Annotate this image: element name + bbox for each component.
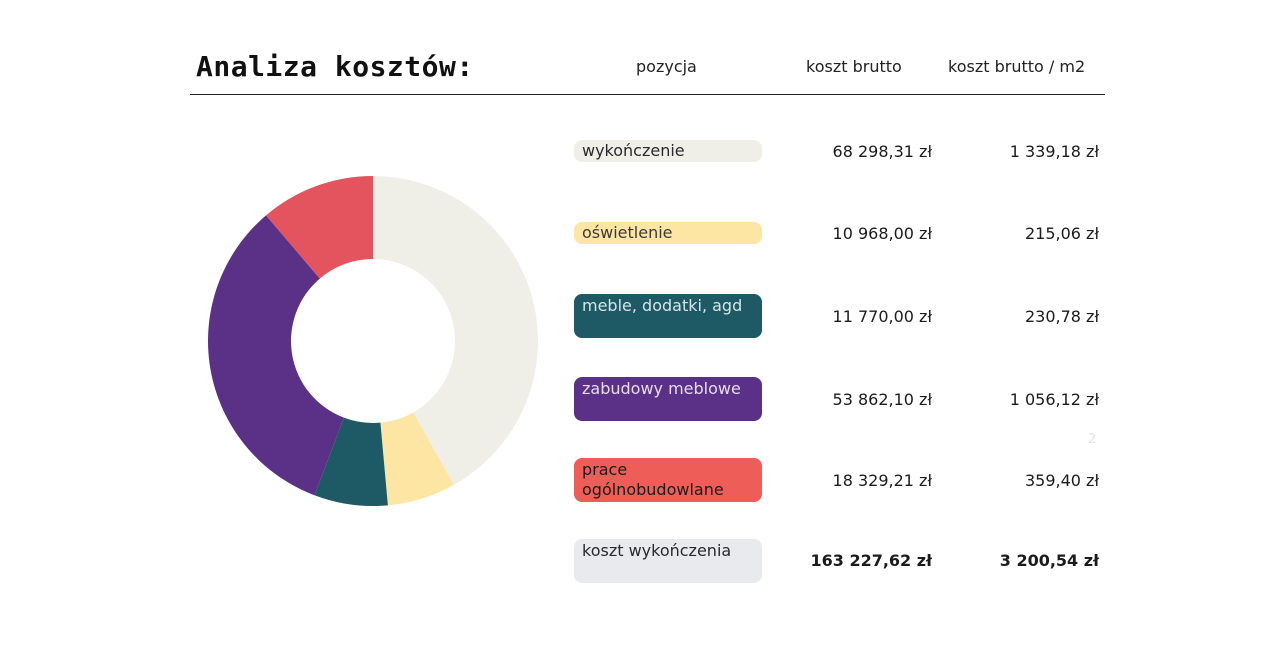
donut-slice-5 bbox=[266, 176, 373, 279]
gross-cost-value: 10 968,00 zł bbox=[832, 224, 932, 243]
gross-cost-value: 68 298,31 zł bbox=[832, 142, 932, 161]
total-gross-per-m2-value: 3 200,54 zł bbox=[999, 551, 1099, 570]
stray-mark: 2 bbox=[1088, 432, 1097, 447]
total-gross-value: 163 227,62 zł bbox=[810, 551, 932, 570]
category-label-prace: prace ogólnobudowlane bbox=[574, 458, 762, 502]
donut-slice-4 bbox=[207, 215, 344, 496]
donut-slice-3 bbox=[314, 417, 388, 506]
category-label-oswietlenie: oświetlenie bbox=[574, 222, 762, 244]
category-label-zabudowy: zabudowy meblowe bbox=[574, 377, 762, 421]
column-header-gross-per-m2: koszt brutto / m2 bbox=[948, 57, 1086, 76]
column-header-position: pozycja bbox=[636, 57, 697, 76]
donut-slice-2 bbox=[380, 412, 454, 506]
gross-cost-value: 11 770,00 zł bbox=[832, 307, 932, 326]
gross-cost-value: 18 329,21 zł bbox=[832, 471, 932, 490]
gross-cost-per-m2-value: 359,40 zł bbox=[1024, 471, 1099, 490]
page-title: Analiza kosztów: bbox=[196, 50, 474, 83]
donut-slice-1 bbox=[373, 176, 538, 485]
gross-cost-per-m2-value: 1 339,18 zł bbox=[1009, 142, 1099, 161]
category-label-wykonczenie: wykończenie bbox=[574, 140, 762, 162]
category-label-meble: meble, dodatki, agd bbox=[574, 294, 762, 338]
column-header-gross: koszt brutto bbox=[806, 57, 902, 76]
gross-cost-per-m2-value: 230,78 zł bbox=[1024, 307, 1099, 326]
gross-cost-per-m2-value: 215,06 zł bbox=[1024, 224, 1099, 243]
gross-cost-value: 53 862,10 zł bbox=[832, 390, 932, 409]
total-label: koszt wykończenia bbox=[574, 539, 762, 583]
header-divider bbox=[190, 94, 1105, 95]
gross-cost-per-m2-value: 1 056,12 zł bbox=[1009, 390, 1099, 409]
